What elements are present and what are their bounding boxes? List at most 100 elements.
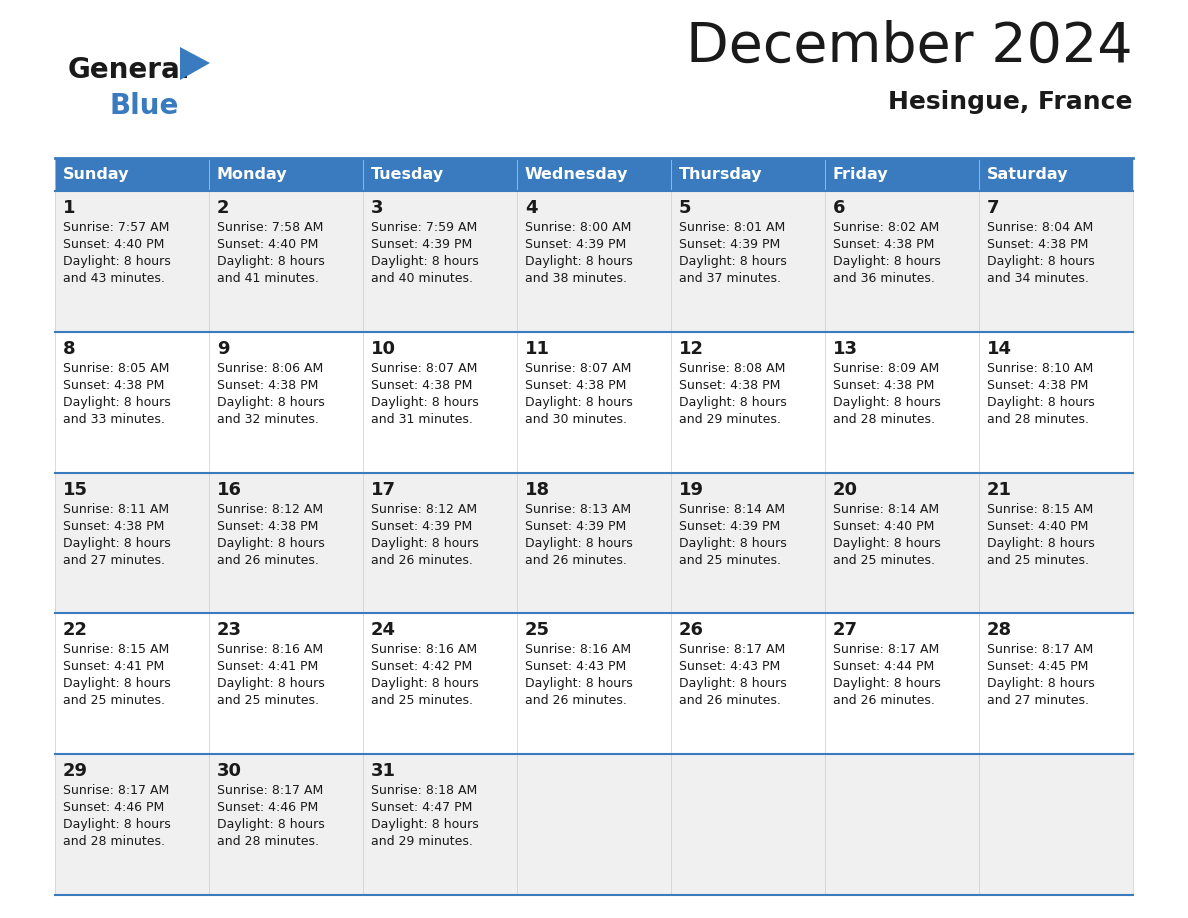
Text: Daylight: 8 hours: Daylight: 8 hours xyxy=(680,677,786,690)
Text: Sunset: 4:38 PM: Sunset: 4:38 PM xyxy=(680,379,781,392)
FancyBboxPatch shape xyxy=(671,331,824,473)
Text: Daylight: 8 hours: Daylight: 8 hours xyxy=(680,537,786,550)
FancyBboxPatch shape xyxy=(55,331,209,473)
Text: Sunrise: 8:15 AM: Sunrise: 8:15 AM xyxy=(987,502,1093,516)
Text: and 25 minutes.: and 25 minutes. xyxy=(63,694,165,708)
Text: and 27 minutes.: and 27 minutes. xyxy=(63,554,165,566)
Text: and 26 minutes.: and 26 minutes. xyxy=(833,694,935,708)
Text: Sunrise: 8:17 AM: Sunrise: 8:17 AM xyxy=(217,784,323,797)
Text: Daylight: 8 hours: Daylight: 8 hours xyxy=(63,537,171,550)
Text: Daylight: 8 hours: Daylight: 8 hours xyxy=(680,255,786,268)
Text: Sunset: 4:40 PM: Sunset: 4:40 PM xyxy=(833,520,935,532)
Text: Sunrise: 8:07 AM: Sunrise: 8:07 AM xyxy=(371,362,478,375)
FancyBboxPatch shape xyxy=(517,158,671,191)
Text: Sunrise: 7:58 AM: Sunrise: 7:58 AM xyxy=(217,221,323,234)
Text: Sunset: 4:40 PM: Sunset: 4:40 PM xyxy=(217,238,318,251)
Text: Daylight: 8 hours: Daylight: 8 hours xyxy=(833,537,941,550)
Text: Daylight: 8 hours: Daylight: 8 hours xyxy=(987,396,1095,409)
Text: and 30 minutes.: and 30 minutes. xyxy=(525,413,627,426)
FancyBboxPatch shape xyxy=(517,473,671,613)
FancyBboxPatch shape xyxy=(517,755,671,895)
Text: Daylight: 8 hours: Daylight: 8 hours xyxy=(833,396,941,409)
FancyBboxPatch shape xyxy=(209,473,364,613)
Text: 25: 25 xyxy=(525,621,550,640)
Text: Sunrise: 7:57 AM: Sunrise: 7:57 AM xyxy=(63,221,170,234)
FancyBboxPatch shape xyxy=(671,473,824,613)
Text: Sunset: 4:39 PM: Sunset: 4:39 PM xyxy=(680,520,781,532)
Text: Saturday: Saturday xyxy=(987,167,1068,182)
Text: Daylight: 8 hours: Daylight: 8 hours xyxy=(833,677,941,690)
Text: Daylight: 8 hours: Daylight: 8 hours xyxy=(63,255,171,268)
Text: 1: 1 xyxy=(63,199,76,217)
Text: Sunset: 4:38 PM: Sunset: 4:38 PM xyxy=(217,379,318,392)
FancyBboxPatch shape xyxy=(209,191,364,331)
Text: and 25 minutes.: and 25 minutes. xyxy=(217,694,320,708)
Text: and 29 minutes.: and 29 minutes. xyxy=(371,835,473,848)
FancyBboxPatch shape xyxy=(671,191,824,331)
FancyBboxPatch shape xyxy=(364,473,517,613)
Text: 28: 28 xyxy=(987,621,1012,640)
Text: and 34 minutes.: and 34 minutes. xyxy=(987,272,1089,285)
Text: and 28 minutes.: and 28 minutes. xyxy=(63,835,165,848)
FancyBboxPatch shape xyxy=(671,158,824,191)
Text: and 31 minutes.: and 31 minutes. xyxy=(371,413,473,426)
Text: Sunrise: 8:13 AM: Sunrise: 8:13 AM xyxy=(525,502,631,516)
FancyBboxPatch shape xyxy=(364,755,517,895)
Text: Sunrise: 8:05 AM: Sunrise: 8:05 AM xyxy=(63,362,170,375)
FancyBboxPatch shape xyxy=(824,613,979,755)
Text: 21: 21 xyxy=(987,481,1012,498)
Text: Sunrise: 8:12 AM: Sunrise: 8:12 AM xyxy=(217,502,323,516)
Text: and 41 minutes.: and 41 minutes. xyxy=(217,272,318,285)
Text: Hesingue, France: Hesingue, France xyxy=(889,90,1133,114)
Text: Sunrise: 8:15 AM: Sunrise: 8:15 AM xyxy=(63,644,169,656)
Text: Sunrise: 8:09 AM: Sunrise: 8:09 AM xyxy=(833,362,940,375)
Text: Daylight: 8 hours: Daylight: 8 hours xyxy=(217,818,324,831)
Text: 27: 27 xyxy=(833,621,858,640)
Text: Thursday: Thursday xyxy=(680,167,763,182)
Text: 7: 7 xyxy=(987,199,999,217)
Text: 9: 9 xyxy=(217,340,229,358)
Text: Sunrise: 8:17 AM: Sunrise: 8:17 AM xyxy=(987,644,1093,656)
Text: Daylight: 8 hours: Daylight: 8 hours xyxy=(987,677,1095,690)
Text: and 37 minutes.: and 37 minutes. xyxy=(680,272,781,285)
Text: 18: 18 xyxy=(525,481,550,498)
Text: Daylight: 8 hours: Daylight: 8 hours xyxy=(217,396,324,409)
Text: and 43 minutes.: and 43 minutes. xyxy=(63,272,165,285)
Text: 23: 23 xyxy=(217,621,242,640)
Text: and 28 minutes.: and 28 minutes. xyxy=(217,835,320,848)
Text: Sunset: 4:38 PM: Sunset: 4:38 PM xyxy=(833,238,935,251)
Text: 30: 30 xyxy=(217,762,242,780)
Text: Daylight: 8 hours: Daylight: 8 hours xyxy=(217,255,324,268)
Text: Monday: Monday xyxy=(217,167,287,182)
Text: and 28 minutes.: and 28 minutes. xyxy=(833,413,935,426)
Text: Sunset: 4:39 PM: Sunset: 4:39 PM xyxy=(371,238,473,251)
Text: Sunrise: 8:08 AM: Sunrise: 8:08 AM xyxy=(680,362,785,375)
Text: Daylight: 8 hours: Daylight: 8 hours xyxy=(217,537,324,550)
Text: Daylight: 8 hours: Daylight: 8 hours xyxy=(525,396,633,409)
Text: Sunrise: 8:12 AM: Sunrise: 8:12 AM xyxy=(371,502,478,516)
Text: Sunrise: 8:00 AM: Sunrise: 8:00 AM xyxy=(525,221,631,234)
FancyBboxPatch shape xyxy=(979,158,1133,191)
Text: Sunset: 4:40 PM: Sunset: 4:40 PM xyxy=(987,520,1088,532)
FancyBboxPatch shape xyxy=(55,191,209,331)
Text: and 40 minutes.: and 40 minutes. xyxy=(371,272,473,285)
FancyBboxPatch shape xyxy=(364,331,517,473)
Text: Daylight: 8 hours: Daylight: 8 hours xyxy=(987,255,1095,268)
Text: 8: 8 xyxy=(63,340,76,358)
Text: Daylight: 8 hours: Daylight: 8 hours xyxy=(371,255,479,268)
Text: Sunrise: 8:07 AM: Sunrise: 8:07 AM xyxy=(525,362,631,375)
Text: 24: 24 xyxy=(371,621,396,640)
Text: Friday: Friday xyxy=(833,167,889,182)
Text: Sunrise: 8:18 AM: Sunrise: 8:18 AM xyxy=(371,784,478,797)
Polygon shape xyxy=(181,47,210,80)
Text: Daylight: 8 hours: Daylight: 8 hours xyxy=(63,396,171,409)
FancyBboxPatch shape xyxy=(979,191,1133,331)
Text: Sunset: 4:41 PM: Sunset: 4:41 PM xyxy=(63,660,164,674)
Text: Blue: Blue xyxy=(110,92,179,120)
Text: Sunset: 4:38 PM: Sunset: 4:38 PM xyxy=(371,379,473,392)
Text: 31: 31 xyxy=(371,762,396,780)
Text: Sunset: 4:39 PM: Sunset: 4:39 PM xyxy=(371,520,473,532)
Text: and 25 minutes.: and 25 minutes. xyxy=(371,694,473,708)
Text: Sunset: 4:39 PM: Sunset: 4:39 PM xyxy=(680,238,781,251)
Text: 16: 16 xyxy=(217,481,242,498)
